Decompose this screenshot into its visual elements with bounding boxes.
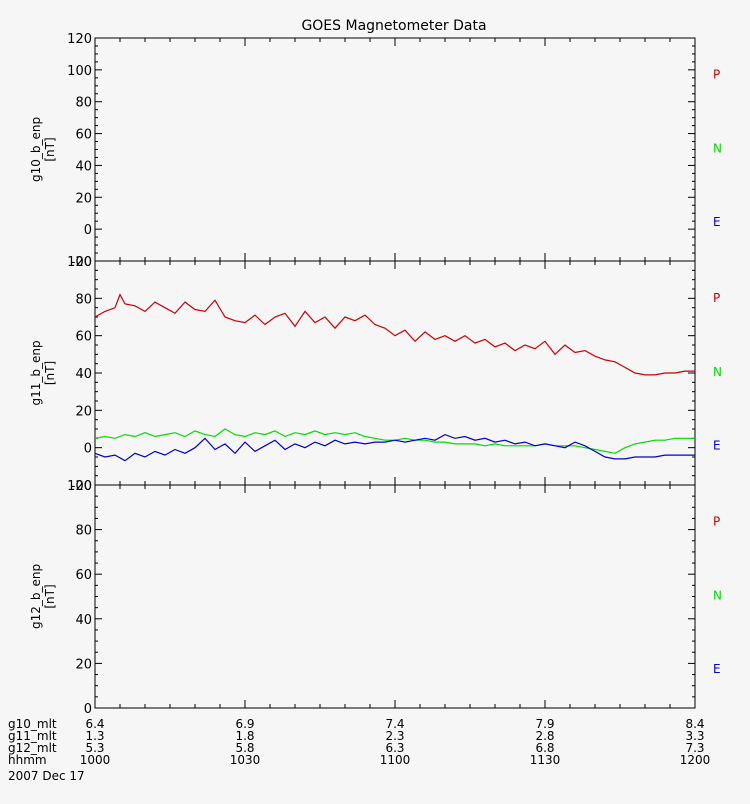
- y-tick-label: 100: [67, 255, 92, 270]
- panel-frame: [94, 484, 696, 709]
- y-tick-label: 40: [75, 367, 92, 382]
- y-tick-label: 0: [84, 223, 92, 238]
- legend-p: P: [713, 291, 720, 305]
- footer-row-label: g12_mlt: [8, 741, 57, 755]
- footer-table: g10_mlt 6.4 6.9 7.4 7.9 8.4 g11_mlt 1.3 1.8 2.3 2.…: [8, 717, 710, 767]
- footer-cell: 7.3: [685, 741, 704, 755]
- y-tick-label: 80: [75, 524, 92, 539]
- footer-cell: 6.4: [85, 717, 104, 731]
- footer-row-label: hhmm: [8, 753, 47, 767]
- footer-cell: 1200: [680, 753, 711, 767]
- footer-cell: 6.8: [535, 741, 554, 755]
- y-tick-label: 20: [75, 404, 92, 419]
- y-tick-label: 80: [75, 292, 92, 307]
- footer-cell: 5.8: [235, 741, 254, 755]
- footer-cell: 1100: [380, 753, 411, 767]
- y-tick-label: 60: [75, 568, 92, 583]
- y-tick-label: 40: [75, 613, 92, 628]
- legend-e: E: [713, 439, 721, 453]
- date-label: 2007 Dec 17: [8, 769, 85, 783]
- panel-1: -20 0 20 40 60 80 100 120 g10_b_enp [nT] P N E: [29, 32, 722, 270]
- footer-row-label: g10_mlt: [8, 717, 57, 731]
- y-tick-label: -20: [71, 255, 92, 270]
- legend-e: E: [713, 215, 721, 229]
- footer-cell: 7.4: [385, 717, 404, 731]
- y-tick-label: -20: [71, 479, 92, 494]
- y-tick-label: 20: [75, 657, 92, 672]
- footer-cell: 1.3: [85, 729, 104, 743]
- panel-3: 0 20 40 60 80 100 g12_b_enp [nT] P N E: [29, 479, 722, 717]
- y-tick-label: 0: [84, 442, 92, 457]
- footer-cell: 2.3: [385, 729, 404, 743]
- footer-cell: 5.3: [85, 741, 104, 755]
- footer-cell: 1030: [230, 753, 261, 767]
- footer-cell: 1.8: [235, 729, 254, 743]
- y-axis-label: g12_b_enp: [29, 564, 43, 629]
- footer-cell: 8.4: [685, 717, 704, 731]
- footer-cell: 1000: [80, 753, 111, 767]
- y-tick-label: 100: [67, 479, 92, 494]
- legend-n: N: [713, 588, 722, 602]
- legend-e: E: [713, 662, 721, 676]
- footer-cell: 6.9: [235, 717, 254, 731]
- y-axis-unit: [nT]: [43, 361, 57, 385]
- legend-p: P: [713, 515, 720, 529]
- y-tick-label: 40: [75, 159, 92, 174]
- y-axis-unit: [nT]: [43, 584, 57, 608]
- panel-frame: [94, 37, 696, 262]
- y-axis-label: g11_b_enp: [29, 340, 43, 405]
- y-axis-label: g10_b_enp: [29, 117, 43, 182]
- footer-cell: 6.3: [385, 741, 404, 755]
- y-tick-label: 100: [67, 64, 92, 79]
- footer-cell: 7.9: [535, 717, 554, 731]
- footer-row-label: g11_mlt: [8, 729, 57, 743]
- y-tick-label: 120: [67, 32, 92, 47]
- series-p-line: [94, 293, 695, 376]
- footer-cell: 3.3: [685, 729, 704, 743]
- series-n-line: [94, 428, 695, 454]
- y-tick-label: 60: [75, 128, 92, 143]
- legend-n: N: [713, 365, 722, 379]
- footer-cell: 2.8: [535, 729, 554, 743]
- y-axis-unit: [nT]: [43, 137, 57, 161]
- legend-p: P: [713, 68, 720, 82]
- legend-n: N: [713, 141, 722, 155]
- series-e-line: [94, 433, 695, 462]
- y-tick-label: 0: [84, 702, 92, 717]
- y-tick-label: 80: [75, 96, 92, 111]
- y-tick-label: 60: [75, 330, 92, 345]
- footer-cell: 1130: [530, 753, 561, 767]
- chart-title: GOES Magnetometer Data: [301, 18, 486, 34]
- panel-2: -20 0 20 40 60 80 100 g11_b_enp [nT] P N E: [29, 255, 722, 494]
- y-tick-label: 20: [75, 191, 92, 206]
